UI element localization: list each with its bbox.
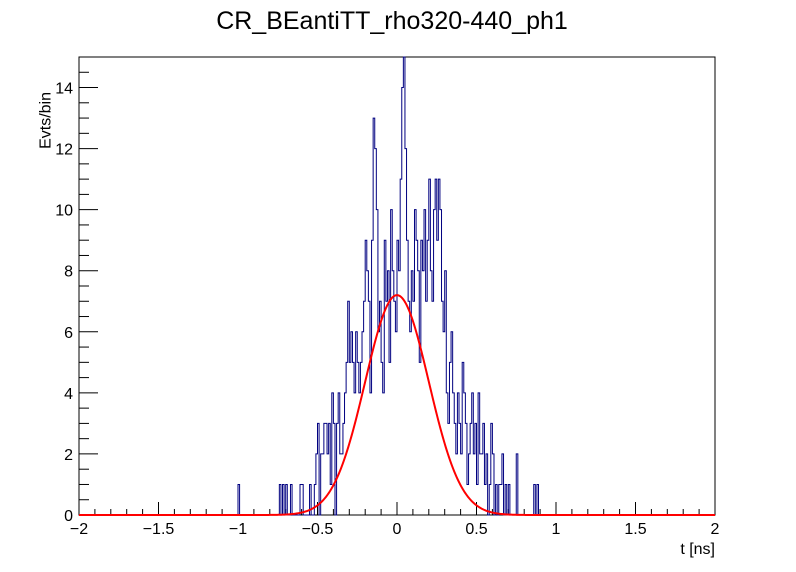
y-tick-label: 10 bbox=[55, 203, 73, 220]
histogram-bin bbox=[480, 454, 482, 515]
gaussian-fit-curve bbox=[79, 294, 715, 516]
chart-title: CR_BEantiTT_rho320-440_ph1 bbox=[216, 7, 568, 35]
histogram-bin bbox=[394, 301, 396, 515]
histogram-bin bbox=[359, 393, 361, 515]
histogram-bin bbox=[413, 301, 415, 515]
x-tick-label: 0.5 bbox=[465, 521, 487, 538]
x-tick-label: 2 bbox=[711, 521, 720, 538]
histogram-bin bbox=[327, 454, 329, 515]
histogram-bin bbox=[386, 301, 388, 515]
y-tick-label: 12 bbox=[55, 142, 73, 159]
histogram-layer bbox=[79, 56, 715, 516]
histogram-bin bbox=[456, 454, 458, 515]
histogram-bin bbox=[392, 271, 394, 515]
histogram-bin bbox=[322, 454, 324, 515]
y-tick-label: 4 bbox=[64, 386, 73, 403]
histogram-bin bbox=[378, 332, 380, 515]
histogram-bin bbox=[481, 454, 483, 515]
x-tick-label: −0.5 bbox=[302, 521, 334, 538]
histogram-bin bbox=[340, 454, 342, 515]
histogram-bin bbox=[422, 271, 424, 515]
y-tick-label: 14 bbox=[55, 81, 73, 98]
axes-group: −2 −1.5 −1 −0.5 0 0.5 1 1.5 2 0 2 4 6 8 10 12 14 bbox=[55, 71, 720, 538]
histogram-bin bbox=[399, 271, 401, 515]
fit-curve-layer bbox=[79, 294, 715, 516]
histogram-bin bbox=[432, 301, 434, 515]
x-axis-label: t [ns] bbox=[680, 541, 715, 558]
histogram-bin bbox=[354, 393, 356, 515]
histogram-bin bbox=[419, 362, 421, 515]
histogram-bin bbox=[383, 393, 385, 515]
histogram-bin bbox=[473, 454, 475, 515]
histogram-bin bbox=[367, 271, 369, 515]
x-tick-label: 0 bbox=[393, 521, 402, 538]
y-axis-label: Evts/bin bbox=[37, 92, 54, 149]
histogram-bin bbox=[467, 484, 469, 515]
x-tick-label: 1.5 bbox=[624, 521, 646, 538]
histogram-bin bbox=[448, 423, 450, 515]
y-tick-label: 2 bbox=[64, 447, 73, 464]
y-tick-label: 0 bbox=[64, 508, 73, 525]
histogram-bin bbox=[389, 362, 391, 515]
histogram-bin bbox=[408, 301, 410, 515]
histogram-bin bbox=[364, 301, 366, 515]
histogram-bin bbox=[443, 332, 445, 515]
histogram-outline bbox=[79, 56, 715, 516]
histogram-bin bbox=[370, 393, 372, 515]
histogram-bin bbox=[395, 332, 397, 515]
histogram-bin bbox=[437, 240, 439, 515]
x-tick-label: −2 bbox=[70, 521, 88, 538]
histogram-bin bbox=[416, 240, 418, 515]
histogram-bin bbox=[410, 332, 412, 515]
histogram-bin bbox=[426, 301, 428, 515]
histogram-bin bbox=[500, 484, 502, 515]
y-tick-label: 6 bbox=[64, 325, 73, 342]
x-tick-label: 1 bbox=[552, 521, 561, 538]
x-tick-label: −1 bbox=[229, 521, 247, 538]
x-tick-label: −1.5 bbox=[143, 521, 175, 538]
y-tick-label: 8 bbox=[64, 264, 73, 281]
histogram-bin bbox=[442, 301, 444, 515]
